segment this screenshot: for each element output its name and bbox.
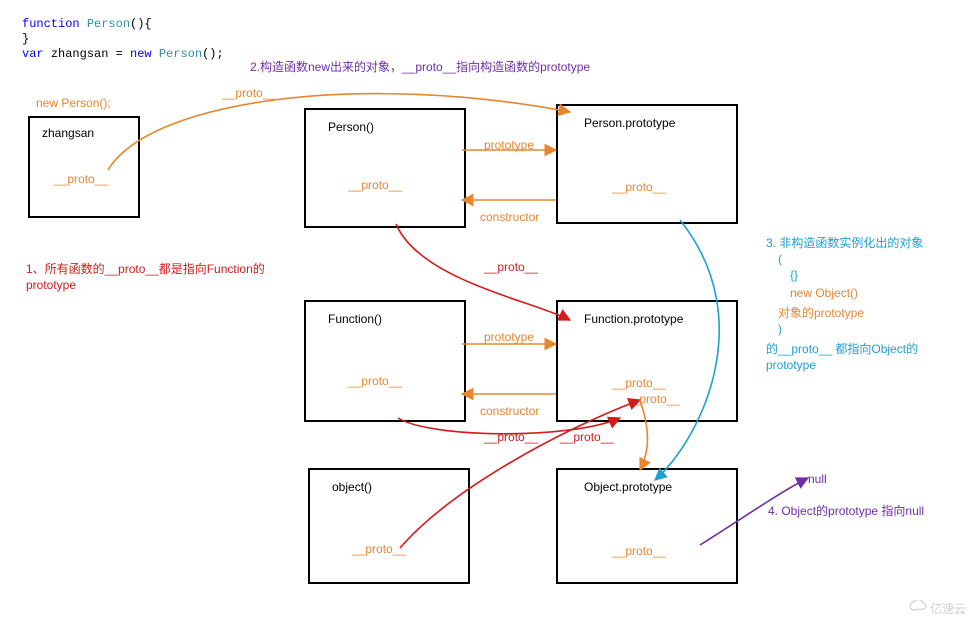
box-proto-label: __proto__ [612, 544, 666, 558]
code-kw: function [22, 17, 87, 31]
code-type: Person [87, 17, 130, 31]
label-annot2: 2.构造函数new出来的对象，__proto__指向构造函数的prototype [250, 58, 590, 75]
watermark: 亿速云 [909, 600, 966, 617]
label-edge_object_proto: __proto__ [560, 430, 614, 444]
box-PersonProto: Person.prototype __proto__ [556, 104, 738, 224]
box-title: Function() [328, 312, 382, 326]
code-kw: new [130, 47, 159, 61]
code-text: } [22, 32, 29, 46]
label-edge_person_prototype: prototype [484, 138, 534, 152]
label-null: null [808, 472, 827, 486]
cloud-icon [909, 604, 927, 616]
label-edge_person_constructor: constructor [480, 210, 539, 224]
label-annot3b: ( [778, 252, 782, 266]
label-edge_function_proto_down: __proto__ [484, 430, 538, 444]
box-proto-label: __proto__ [348, 178, 402, 192]
code-kw: var [22, 47, 51, 61]
label-annot1: 1、所有函数的__proto__都是指向Function的 [26, 260, 265, 277]
box-title: object() [332, 480, 372, 494]
code-text: (); [202, 47, 224, 61]
box-proto-label: __proto__ [352, 542, 406, 556]
box-zhangsan: zhangsan __proto__ [28, 116, 140, 218]
box-proto-label: __proto__ [612, 180, 666, 194]
code-text: = [116, 47, 130, 61]
watermark-text: 亿速云 [930, 602, 966, 616]
box-title: Person.prototype [584, 116, 675, 130]
box-title: Object.prototype [584, 480, 672, 494]
code-type: Person [159, 47, 202, 61]
label-annot1b: prototype [26, 278, 76, 292]
box-title: zhangsan [42, 126, 94, 140]
label-annot3h: prototype [766, 358, 816, 372]
box-ObjectProto: Object.prototype __proto__ [556, 468, 738, 584]
label-annot3d: new Object() [790, 286, 858, 300]
code-text: zhangsan [51, 47, 116, 61]
label-edge_function_prototype: prototype [484, 330, 534, 344]
box-title: Person() [328, 120, 374, 134]
label-annot3f: ) [778, 322, 782, 336]
label-annot3c: {} [790, 268, 798, 282]
label-edge_funcproto_proto: __proto__ [626, 392, 680, 406]
label-edge_person_proto_down: __proto__ [484, 260, 538, 274]
label-annot3e: 对象的prototype [778, 304, 864, 321]
box-object: object() __proto__ [308, 468, 470, 584]
box-title: Function.prototype [584, 312, 683, 326]
label-annot3a: 3. 非构造函数实例化出的对象 [766, 234, 923, 251]
label-annot3g: 的__proto__ 都指向Object的 [766, 340, 918, 357]
box-proto-label: __proto__ [348, 374, 402, 388]
box-proto-label: __proto__ [612, 376, 666, 390]
label-edge_function_constructor: constructor [480, 404, 539, 418]
label-annot4: 4. Object的prototype 指向null [768, 502, 924, 519]
label-edge_zhangsan_proto: __proto__ [222, 86, 276, 100]
code-snippet: function Person(){ } var zhangsan = new … [22, 2, 224, 62]
label-newPerson: new Person(); [36, 96, 111, 110]
box-proto-label: __proto__ [54, 172, 108, 186]
box-Person: Person() __proto__ [304, 108, 466, 228]
code-text: (){ [130, 17, 152, 31]
box-Function: Function() __proto__ [304, 300, 466, 422]
